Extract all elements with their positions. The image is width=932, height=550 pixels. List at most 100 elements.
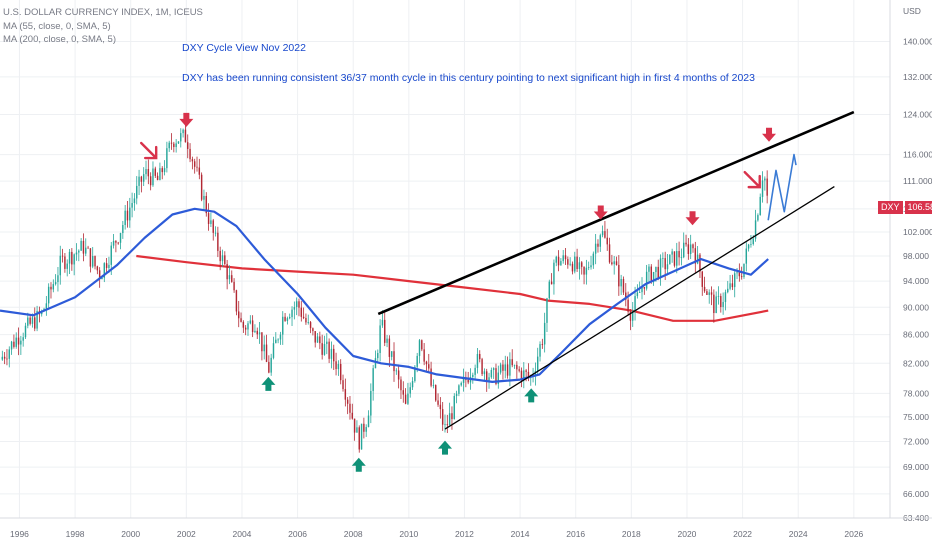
trendlines-layer xyxy=(377,110,855,430)
candle-body xyxy=(15,337,17,347)
x-tick-label: 2000 xyxy=(121,529,140,539)
candle-body xyxy=(581,262,583,267)
candle-body xyxy=(629,311,632,321)
candle-body xyxy=(54,282,57,285)
candle-body xyxy=(105,263,108,268)
candle-body xyxy=(703,286,706,292)
candle-body xyxy=(231,275,233,282)
slant-arrow-icon xyxy=(743,170,761,189)
x-tick-label: 2026 xyxy=(844,529,863,539)
candle-body xyxy=(24,325,27,338)
candle-body xyxy=(576,256,578,269)
price-badge-symbol: DXY xyxy=(878,201,903,214)
candle-body xyxy=(59,255,61,276)
candle-body xyxy=(98,270,101,280)
candle-body xyxy=(61,255,64,257)
candle-body xyxy=(578,262,581,269)
candle-body xyxy=(277,339,279,341)
candle-body xyxy=(455,393,458,397)
candle-body xyxy=(574,256,576,272)
candle-body xyxy=(82,240,85,254)
price-badge: DXY 106.584 xyxy=(878,201,932,214)
candle-body xyxy=(539,344,541,357)
candle-body xyxy=(200,174,203,200)
candle-body xyxy=(295,301,298,308)
candle-body xyxy=(126,210,129,221)
candle-body xyxy=(256,330,258,335)
candle-body xyxy=(117,242,119,244)
candle-body xyxy=(441,409,444,425)
candle-body xyxy=(608,244,611,263)
x-tick-label: 2020 xyxy=(678,529,697,539)
candle-body xyxy=(446,424,449,426)
candle-body xyxy=(388,338,391,357)
candle-body xyxy=(560,261,562,266)
candle-body xyxy=(736,272,738,274)
candle-body xyxy=(548,281,551,299)
legend-ma55[interactable]: MA (55, close, 0, SMA, 5) xyxy=(3,20,111,32)
candle-body xyxy=(147,169,150,177)
candle-body xyxy=(235,290,238,312)
candle-body xyxy=(541,344,544,345)
candle-body xyxy=(265,344,268,362)
candle-body xyxy=(733,273,736,288)
candle-body xyxy=(47,286,50,304)
candle-body xyxy=(8,349,10,359)
ma200-line xyxy=(136,254,769,322)
candle-body xyxy=(571,263,574,272)
candle-body xyxy=(685,242,687,245)
x-tick-label: 2012 xyxy=(455,529,474,539)
candle-body xyxy=(94,256,96,267)
candles-layer xyxy=(1,125,768,453)
y-tick-label: 82.000 xyxy=(903,358,929,368)
candle-body xyxy=(562,255,564,262)
candle-body xyxy=(692,244,694,249)
candle-body xyxy=(196,166,198,168)
candle-body xyxy=(553,262,555,285)
candle-body xyxy=(279,334,282,340)
candle-body xyxy=(428,364,430,369)
candle-body xyxy=(286,318,289,321)
candle-body xyxy=(407,393,409,404)
candle-body xyxy=(87,247,89,249)
candle-body xyxy=(523,370,525,381)
candle-body xyxy=(224,255,226,265)
candle-body xyxy=(622,279,625,293)
candle-body xyxy=(293,307,296,310)
candle-body xyxy=(219,250,221,262)
y-tick-label: 98.000 xyxy=(903,251,929,261)
candle-body xyxy=(228,275,231,280)
candle-body xyxy=(492,368,495,370)
projection-path xyxy=(767,153,797,221)
price-badge-value: 106.584 xyxy=(904,201,932,214)
up-arrow-icon xyxy=(524,388,539,403)
candle-body xyxy=(543,322,546,345)
candle-body xyxy=(421,340,423,350)
candle-body xyxy=(344,389,347,400)
candle-body xyxy=(52,284,55,290)
candle-body xyxy=(34,317,36,329)
legend-ma200[interactable]: MA (200, close, 0, SMA, 5) xyxy=(3,34,116,45)
candle-body xyxy=(699,254,701,272)
candle-body xyxy=(400,379,402,391)
candle-body xyxy=(282,316,284,335)
candle-body xyxy=(645,271,648,289)
candle-body xyxy=(154,168,157,176)
candle-body xyxy=(115,240,117,243)
candle-body xyxy=(122,225,124,234)
candle-body xyxy=(569,263,571,265)
y-unit-label: USD xyxy=(903,6,921,16)
legend: U.S. DOLLAR CURRENCY INDEX, 1M, ICEUS MA… xyxy=(3,6,203,47)
candle-body xyxy=(379,325,381,354)
candle-body xyxy=(305,317,307,323)
candle-body xyxy=(358,427,360,450)
candle-body xyxy=(555,256,557,263)
candle-body xyxy=(75,252,78,255)
candle-body xyxy=(339,363,342,381)
candle-body xyxy=(214,232,217,234)
candle-body xyxy=(613,261,615,265)
y-tick-label: 90.000 xyxy=(903,302,929,312)
candle-body xyxy=(731,283,734,288)
candle-body xyxy=(284,316,286,321)
